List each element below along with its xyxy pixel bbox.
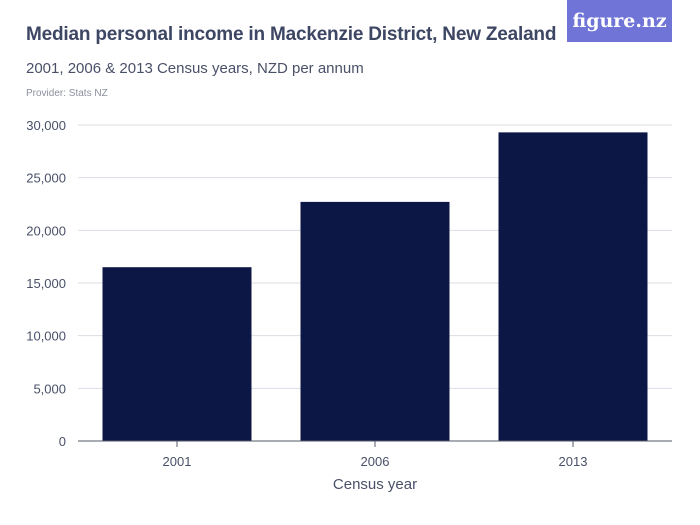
- y-tick-label: 10,000: [26, 329, 66, 344]
- y-axis-ticks: 0 5,000 10,000 15,000 20,000 25,000 30,000: [26, 118, 66, 449]
- y-tick-label: 0: [59, 434, 66, 449]
- x-axis-ticks: 2001 2006 2013: [163, 441, 588, 469]
- data-provider: Provider: Stats NZ: [26, 88, 108, 99]
- x-tick-label: 2013: [559, 454, 588, 469]
- x-axis-title: Census year: [333, 476, 417, 493]
- chart-title: Median personal income in Mackenzie Dist…: [26, 24, 557, 45]
- x-tick-label: 2006: [361, 454, 390, 469]
- bars: [102, 132, 648, 441]
- y-tick-label: 25,000: [26, 171, 66, 186]
- bar-2006: [300, 201, 450, 441]
- y-tick-label: 30,000: [26, 118, 66, 133]
- y-tick-label: 20,000: [26, 223, 66, 238]
- y-tick-label: 5,000: [33, 381, 66, 396]
- x-tick-label: 2001: [163, 454, 192, 469]
- bar-2013: [498, 132, 648, 441]
- y-tick-label: 15,000: [26, 276, 66, 291]
- chart-subtitle: 2001, 2006 & 2013 Census years, NZD per …: [26, 60, 364, 77]
- bar-2001: [102, 267, 252, 441]
- figure-nz-logo[interactable]: figure.nz: [567, 0, 672, 42]
